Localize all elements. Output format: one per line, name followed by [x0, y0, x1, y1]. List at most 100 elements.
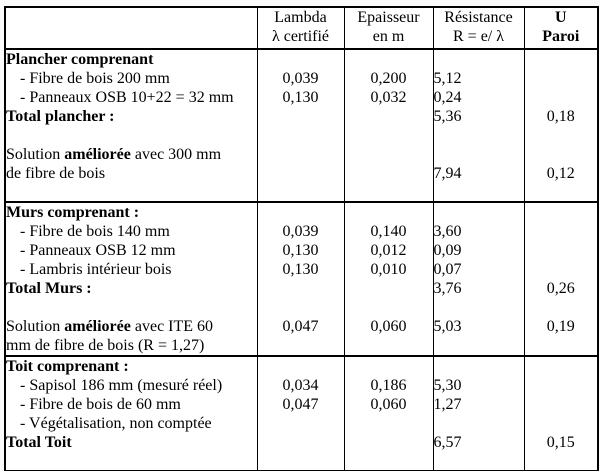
cell-resistance: 0,07 — [432, 260, 524, 279]
cell-resistance — [432, 202, 524, 222]
cell-resistance — [432, 183, 524, 202]
cell-u — [523, 69, 598, 88]
cell-resistance: 5,03 — [432, 317, 524, 336]
cell-label: - Panneaux OSB 10+22 = 32 mm — [5, 88, 257, 107]
cell-epaisseur — [343, 356, 433, 376]
cell-label — [5, 126, 257, 145]
label-text: - Fibre de bois de 60 mm — [20, 396, 181, 413]
header-u-line2: Paroi — [542, 28, 580, 45]
label-text-bold: Total Murs : — [6, 280, 92, 297]
cell-lambda: 0,130 — [256, 241, 344, 260]
label-text: Solution — [6, 318, 65, 335]
cell-label: - Fibre de bois 200 mm — [5, 69, 257, 88]
cell-u: 0,19 — [523, 317, 598, 336]
cell-lambda — [256, 414, 344, 433]
table-row: - Fibre de bois 200 mm 0,039 0,200 5,12 — [5, 69, 598, 88]
table-row: - Végétalisation, non comptée — [5, 414, 598, 433]
cell-resistance: 5,36 — [432, 107, 524, 126]
cell-u — [523, 356, 598, 376]
cell-label — [5, 183, 257, 202]
cell-lambda: 0,130 — [256, 260, 344, 279]
spacer-row — [5, 183, 598, 202]
cell-lambda — [256, 107, 344, 126]
header-epaisseur: Epaisseur en m — [343, 7, 433, 50]
resistance-table: Lambda λ certifié Epaisseur en m Résista… — [4, 6, 599, 471]
cell-u — [523, 49, 598, 69]
header-u-line1: U — [554, 9, 567, 26]
cell-lambda: 0,047 — [256, 395, 344, 414]
cell-epaisseur — [343, 183, 433, 202]
label-text-bold: améliorée — [64, 146, 131, 163]
cell-resistance: 0,09 — [432, 241, 524, 260]
cell-label: - Sapisol 186 mm (mesuré réel) — [5, 376, 257, 395]
cell-u — [523, 222, 598, 241]
label-text-bold: Total plancher : — [6, 108, 115, 125]
cell-lambda: 0,034 — [256, 376, 344, 395]
cell-label: Solution améliorée avec ITE 60 — [5, 317, 257, 336]
cell-epaisseur: 0,186 — [343, 376, 433, 395]
cell-resistance: 0,24 — [432, 88, 524, 107]
cell-label: - Panneaux OSB 12 mm — [5, 241, 257, 260]
table-row: - Panneaux OSB 12 mm 0,130 0,012 0,09 — [5, 241, 598, 260]
label-text: de fibre de bois — [6, 165, 106, 182]
cell-epaisseur — [343, 298, 433, 317]
cell-lambda — [256, 452, 344, 471]
cell-resistance: 3,60 — [432, 222, 524, 241]
cell-lambda — [256, 183, 344, 202]
cell-u — [523, 241, 598, 260]
cell-resistance — [432, 452, 524, 471]
label-text: - Fibre de bois 200 mm — [20, 70, 170, 87]
label-text: - Panneaux OSB 12 mm — [20, 242, 176, 259]
cell-resistance — [432, 356, 524, 376]
cell-u — [523, 298, 598, 317]
cell-lambda — [256, 49, 344, 69]
cell-epaisseur — [343, 433, 433, 452]
cell-u — [523, 202, 598, 222]
header-epaisseur-line2: en m — [372, 28, 405, 45]
label-text: - Lambris intérieur bois — [20, 261, 172, 278]
cell-epaisseur — [343, 126, 433, 145]
cell-label: Total plancher : — [5, 107, 257, 126]
label-text-bold: Toit comprenant : — [6, 358, 129, 375]
cell-resistance: 6,57 — [432, 433, 524, 452]
cell-lambda — [256, 202, 344, 222]
label-text: - Fibre de bois 140 mm — [20, 223, 170, 240]
cell-lambda — [256, 433, 344, 452]
cell-label: - Lambris intérieur bois — [5, 260, 257, 279]
cell-lambda — [256, 356, 344, 376]
label-text: avec ITE 60 — [130, 318, 214, 335]
label-text: mm de fibre de bois (R = 1,27) — [6, 337, 205, 354]
spacer-row — [5, 298, 598, 317]
label-text-bold: Murs comprenant : — [6, 204, 140, 221]
label-text: - Panneaux OSB 10+22 = 32 mm — [20, 89, 234, 106]
header-resistance-line2: R = e/ λ — [453, 28, 504, 45]
table-row: Murs comprenant : — [5, 202, 598, 222]
table-row: Plancher comprenant — [5, 49, 598, 69]
table-row: Solution améliorée avec 300 mm — [5, 145, 598, 164]
table-row: Total Murs : 3,76 0,26 — [5, 279, 598, 298]
cell-epaisseur — [343, 202, 433, 222]
cell-u — [523, 260, 598, 279]
table-row: - Fibre de bois 140 mm 0,039 0,140 3,60 — [5, 222, 598, 241]
cell-epaisseur — [343, 164, 433, 183]
cell-resistance — [432, 414, 524, 433]
cell-resistance: 5,12 — [432, 69, 524, 88]
cell-lambda — [256, 279, 344, 298]
label-text-bold: Plancher comprenant — [6, 51, 154, 68]
cell-u: 0,26 — [523, 279, 598, 298]
cell-epaisseur: 0,012 — [343, 241, 433, 260]
cell-resistance — [432, 126, 524, 145]
cell-u — [523, 414, 598, 433]
cell-label: mm de fibre de bois (R = 1,27) — [5, 336, 257, 356]
cell-epaisseur — [343, 145, 433, 164]
header-u-paroi: U Paroi — [523, 7, 598, 50]
cell-u — [523, 395, 598, 414]
cell-lambda — [256, 145, 344, 164]
cell-epaisseur: 0,032 — [343, 88, 433, 107]
cell-label: Toit comprenant : — [5, 356, 257, 376]
cell-epaisseur: 0,010 — [343, 260, 433, 279]
cell-u: 0,12 — [523, 164, 598, 183]
table-row: Total plancher : 5,36 0,18 — [5, 107, 598, 126]
cell-lambda: 0,039 — [256, 69, 344, 88]
